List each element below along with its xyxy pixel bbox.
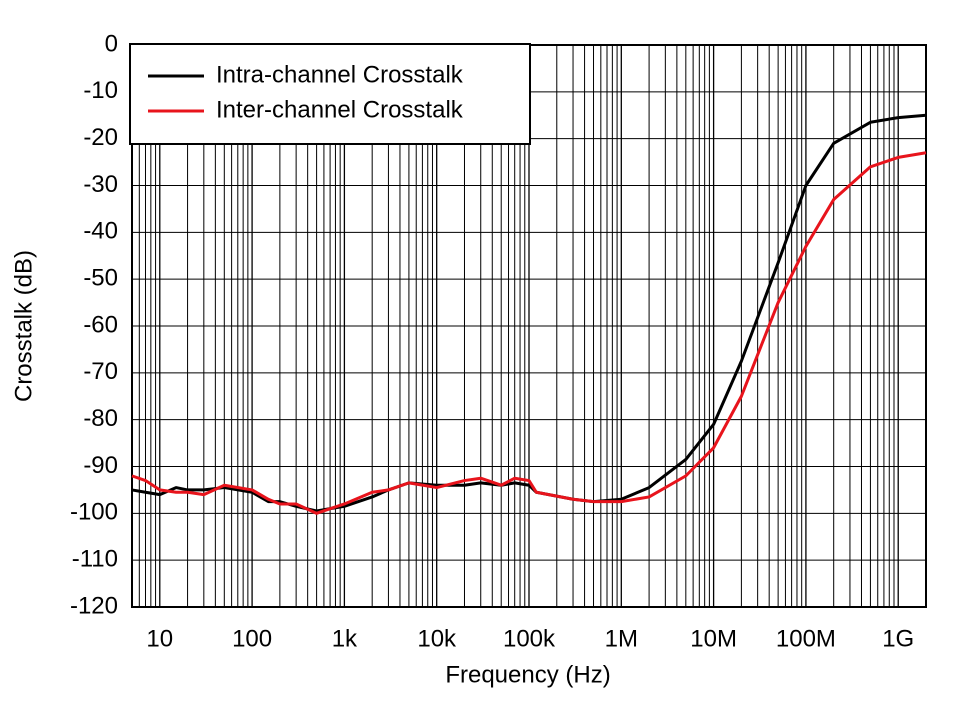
x-tick-label: 100M <box>776 625 836 652</box>
x-tick-label: 1k <box>332 625 358 652</box>
data-line <box>131 113 927 513</box>
data-line <box>131 151 927 515</box>
y-tick-label: -40 <box>83 218 118 245</box>
y-tick-label: -60 <box>83 311 118 338</box>
x-tick-label: 100 <box>232 625 272 652</box>
legend-label: Inter-channel Crosstalk <box>216 96 464 123</box>
x-tick-label: 10 <box>146 625 173 652</box>
x-tick-label: 10k <box>417 625 457 652</box>
y-tick-label: -30 <box>83 171 118 198</box>
y-tick-label: -100 <box>70 499 118 526</box>
y-tick-label: -110 <box>72 546 118 573</box>
y-tick-label: -50 <box>83 265 118 292</box>
x-tick-label: 1M <box>605 625 638 652</box>
legend-box <box>129 43 531 145</box>
y-tick-label: -20 <box>83 124 118 151</box>
y-tick-label: -120 <box>70 592 118 619</box>
x-tick-label: 1G <box>882 625 914 652</box>
y-tick-label: -90 <box>83 452 118 479</box>
y-tick-label: 0 <box>105 30 118 57</box>
y-tick-label: -10 <box>83 77 118 104</box>
legend-label: Intra-channel Crosstalk <box>216 61 464 88</box>
y-tick-label: -70 <box>83 358 118 385</box>
x-tick-label: 10M <box>690 625 737 652</box>
y-axis-title: Crosstalk (dB) <box>10 250 37 402</box>
x-tick-label: 100k <box>503 625 556 652</box>
y-tick-label: -80 <box>83 405 118 432</box>
x-axis-title: Frequency (Hz) <box>445 661 610 688</box>
